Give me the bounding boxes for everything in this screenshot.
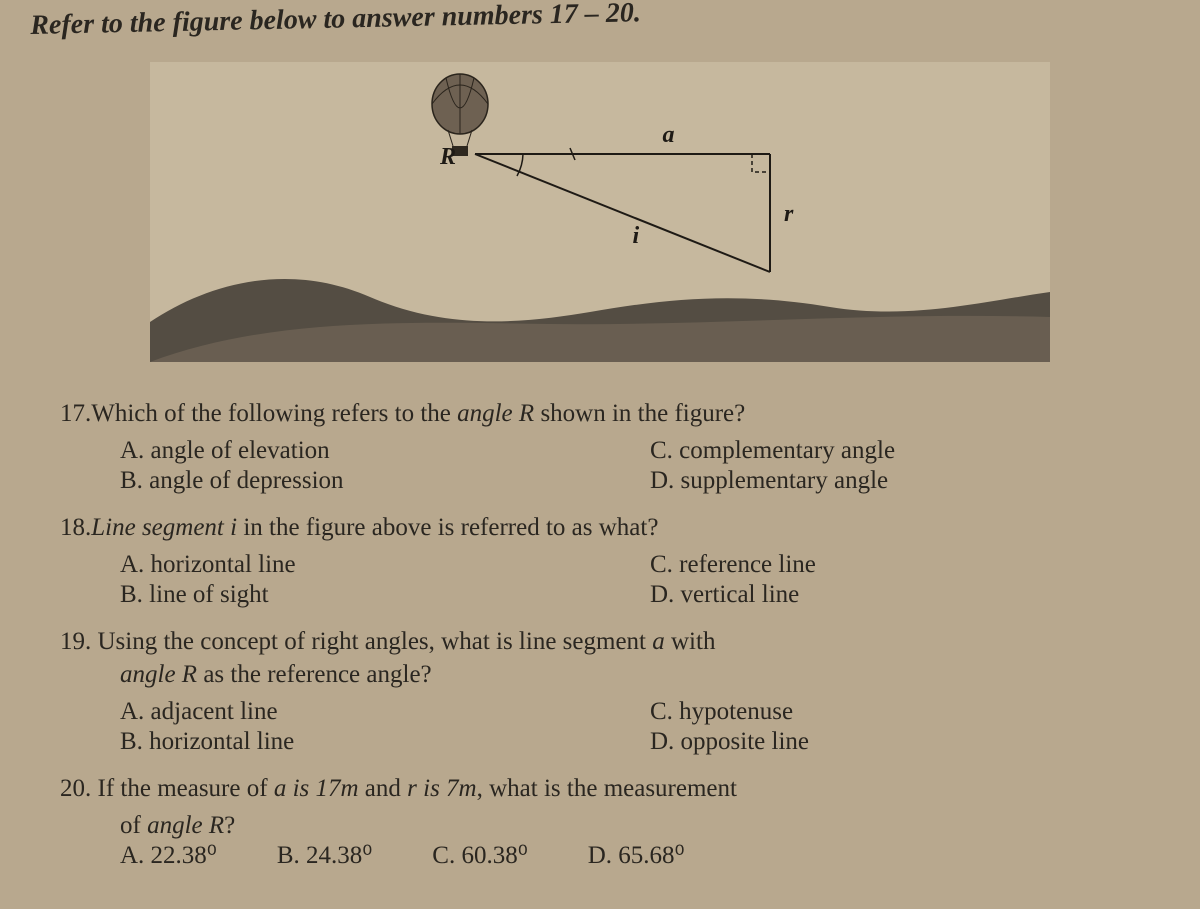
q17-text-pre: Which of the following refers to the [91,400,457,427]
q18-option-d: D. vertical line [650,581,1140,609]
q19-line1-post: with [665,628,716,655]
q19-option-c: C. hypotenuse [650,698,1140,726]
q20-line2: of angle R? [120,812,1140,840]
instruction-text: Refer to the figure below to answer numb… [30,0,1140,42]
q20-seg1: If the measure of [91,775,274,802]
q20-options: A. 22.38⁰ B. 24.38⁰ C. 60.38⁰ D. 65.68⁰ [120,840,1140,870]
q19-segment-a: a [652,628,665,655]
q19-line2-post: as the reference angle? [197,661,432,688]
q18-option-a: A. horizontal line [120,551,610,579]
q19-angle-R: angle R [120,661,197,688]
q20-of: of [120,812,147,839]
question-17: 17.Which of the following refers to the … [60,397,1140,431]
svg-text:i: i [633,223,640,249]
q20-angle-R: angle R [147,812,224,839]
q17-options: A. angle of elevation C. complementary a… [120,437,1140,495]
q17-option-b: B. angle of depression [120,467,610,495]
q18-text-post: in the figure above is referred to as wh… [237,514,658,541]
q17-option-a: A. angle of elevation [120,437,610,465]
figure-container: Ra i r [150,62,1050,367]
svg-text:a: a [663,122,675,148]
q20-option-a: A. 22.38⁰ [120,840,217,870]
q17-text-post: shown in the figure? [534,400,745,427]
question-19: 19. Using the concept of right angles, w… [60,625,1140,693]
q20-a-measure: a is 17m [274,775,359,802]
worksheet-page: Refer to the figure below to answer numb… [0,10,1200,909]
question-18: 18.Line segment i in the figure above is… [60,511,1140,545]
q19-option-a: A. adjacent line [120,698,610,726]
q20-option-d: D. 65.68⁰ [588,840,685,870]
question-20: 20. If the measure of a is 17m and r is … [60,772,1140,806]
q18-number: 18. [60,514,91,541]
q19-number: 19. [60,628,91,655]
q20-seg2: and [359,775,408,802]
svg-text:R: R [439,144,456,170]
q20-qmark: ? [224,812,235,839]
q18-option-c: C. reference line [650,551,1140,579]
q18-options: A. horizontal line C. reference line B. … [120,551,1140,609]
q17-option-d: D. supplementary angle [650,467,1140,495]
q17-number: 17. [60,400,91,427]
q20-seg3: , what is the measurement [477,775,737,802]
svg-text:r: r [784,201,794,227]
q18-option-b: B. line of sight [120,581,610,609]
q20-option-c: C. 60.38⁰ [432,840,527,870]
q17-option-c: C. complementary angle [650,437,1140,465]
q18-segment-i: Line segment i [91,514,237,541]
q20-number: 20. [60,775,91,802]
q20-option-b: B. 24.38⁰ [277,840,372,870]
q19-options: A. adjacent line C. hypotenuse B. horizo… [120,698,1140,756]
q19-option-d: D. opposite line [650,728,1140,756]
q19-option-b: B. horizontal line [120,728,610,756]
q20-r-measure: r is 7m [407,775,476,802]
q19-line1-pre: Using the concept of right angles, what … [91,628,652,655]
q17-angle-R: angle R [457,400,534,427]
triangle-figure: Ra i r [150,62,1050,362]
